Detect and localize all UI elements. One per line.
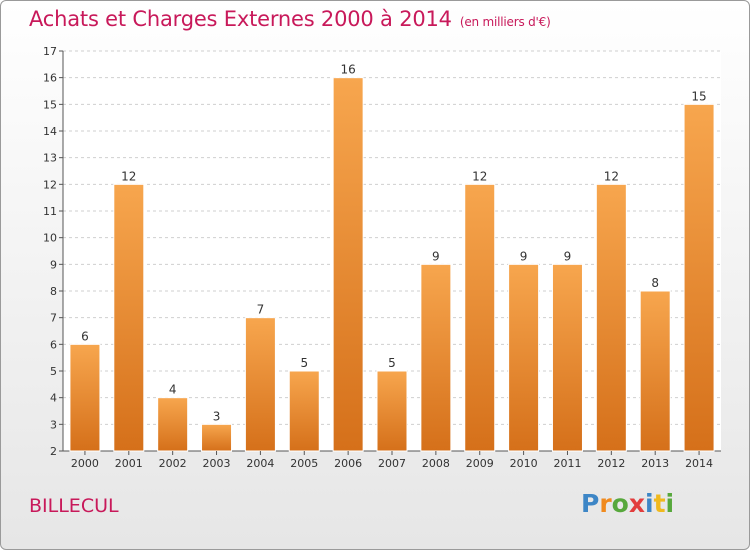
logo-letter: x — [628, 489, 645, 518]
y-tick-label: 5 — [50, 365, 57, 378]
bar-value-label: 6 — [81, 329, 89, 343]
bar-value-label: 12 — [121, 169, 136, 183]
bar — [288, 370, 320, 452]
chart-title: Achats et Charges Externes 2000 à 2014 (e… — [29, 7, 551, 31]
logo-letter: i — [645, 489, 654, 518]
y-tick-label: 13 — [43, 152, 57, 165]
bar — [595, 183, 627, 452]
y-tick-label: 6 — [50, 338, 57, 351]
y-tick-label: 17 — [43, 45, 57, 58]
logo-letter: P — [581, 489, 600, 518]
bar-value-label: 3 — [213, 409, 221, 423]
bar — [683, 103, 715, 452]
bar — [376, 370, 408, 452]
logo-letter: r — [599, 489, 612, 518]
x-tick-label: 2009 — [466, 457, 494, 470]
y-tick-label: 15 — [43, 98, 57, 111]
x-tick-label: 2005 — [290, 457, 318, 470]
bar-value-label: 5 — [388, 356, 396, 370]
y-tick-label: 11 — [43, 205, 57, 218]
bar — [69, 343, 101, 452]
y-tick-label: 9 — [50, 258, 57, 271]
chart-subtitle: (en milliers d'€) — [459, 15, 551, 29]
bar — [244, 317, 276, 452]
bar-value-label: 12 — [472, 169, 487, 183]
bar-value-label: 9 — [432, 249, 440, 263]
logo-letter: i — [665, 489, 675, 518]
y-tick-label: 3 — [50, 418, 57, 431]
y-tick-label: 14 — [43, 125, 57, 138]
x-tick-label: 2012 — [597, 457, 625, 470]
proxiti-logo: Proxiti — [581, 489, 674, 518]
x-tick-label: 2007 — [378, 457, 406, 470]
bar-value-label: 9 — [564, 249, 572, 263]
bar-value-label: 8 — [651, 276, 659, 290]
bar — [420, 263, 452, 452]
x-tick-label: 2008 — [422, 457, 450, 470]
bar — [464, 183, 496, 452]
x-tick-label: 2001 — [115, 457, 143, 470]
x-tick-label: 2003 — [203, 457, 231, 470]
x-tick-label: 2002 — [159, 457, 187, 470]
bar-value-label: 15 — [691, 89, 706, 103]
bar — [157, 397, 189, 452]
bar — [551, 263, 583, 452]
bar-value-label: 7 — [257, 303, 265, 317]
bar — [639, 290, 671, 452]
bar-value-label: 9 — [520, 249, 528, 263]
bar — [201, 423, 233, 452]
bar — [113, 183, 145, 452]
x-tick-label: 2010 — [510, 457, 538, 470]
bar-value-label: 5 — [300, 356, 308, 370]
bar — [332, 77, 364, 452]
x-tick-label: 2000 — [71, 457, 99, 470]
y-tick-label: 7 — [50, 312, 57, 325]
x-tick-label: 2006 — [334, 457, 362, 470]
logo-letter: o — [611, 489, 629, 518]
x-tick-label: 2011 — [553, 457, 581, 470]
place-name: BILLECUL — [29, 495, 119, 517]
bar-value-label: 4 — [169, 383, 177, 397]
y-tick-label: 16 — [43, 72, 57, 85]
y-tick-label: 12 — [43, 178, 57, 191]
logo-letter: t — [653, 489, 666, 518]
bar-value-label: 16 — [340, 63, 355, 77]
bar — [508, 263, 540, 452]
y-tick-label: 2 — [50, 445, 57, 458]
x-tick-label: 2013 — [641, 457, 669, 470]
y-tick-label: 8 — [50, 285, 57, 298]
title-text: Achats et Charges Externes 2000 à 2014 — [29, 7, 452, 31]
x-tick-label: 2004 — [246, 457, 274, 470]
y-tick-label: 10 — [43, 232, 57, 245]
y-tick-label: 4 — [50, 392, 57, 405]
x-tick-label: 2014 — [685, 457, 713, 470]
bar-value-label: 12 — [604, 169, 619, 183]
